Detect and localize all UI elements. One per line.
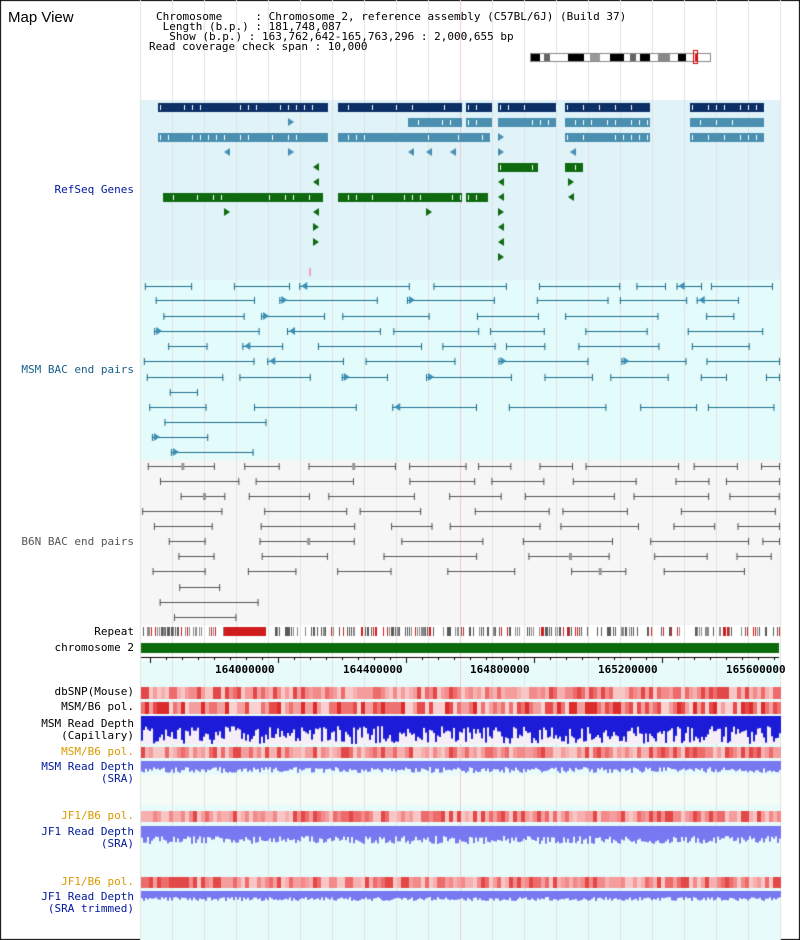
axis-tick-label: 164400000 [343,663,403,676]
track-label-chromosome: chromosome 2 [54,641,134,654]
page-title: Map View [8,9,74,26]
track-label-msm-depth-capillary: MSM Read Depth (Capillary) [41,717,134,742]
track-label-b6n-bac[interactable]: B6N BAC end pairs [21,535,134,548]
axis-tick-label: 165200000 [598,663,658,676]
chromosome-info: Chromosome : Chromosome 2, reference ass… [156,10,627,23]
axis-tick-label: 164000000 [215,663,275,676]
track-label-repeat: Repeat [94,625,134,638]
show-range-info: Show (b.p.) : 163,762,642-165,763,296 : … [156,30,514,43]
length-info: Length (b.p.) : 181,748,087 [156,20,342,33]
track-label-jf1-depth-trimmed: JF1 Read Depth (SRA trimmed) [41,890,134,915]
chromosome-ideogram[interactable] [528,52,712,63]
axis-tick-label: 164800000 [470,663,530,676]
coverage-span-info: Read coverage check span : 10,000 [149,40,368,53]
track-label-jf1-depth-sra: JF1 Read Depth (SRA) [41,825,134,850]
track-label-msm-b6-pol-sra: MSM/B6 pol. [61,745,134,758]
track-label-refseq[interactable]: RefSeq Genes [54,183,134,196]
track-label-msm-b6-pol: MSM/B6 pol. [61,700,134,713]
track-label-msm-depth-sra: MSM Read Depth (SRA) [41,760,134,785]
track-label-msm-bac[interactable]: MSM BAC end pairs [21,363,134,376]
track-label-jf1-b6-pol: JF1/B6 pol. [61,809,134,822]
axis-tick-label: 165600000 [726,663,786,676]
track-label-jf1-b6-pol-2: JF1/B6 pol. [61,875,134,888]
track-label-dbsnp: dbSNP(Mouse) [54,685,134,698]
